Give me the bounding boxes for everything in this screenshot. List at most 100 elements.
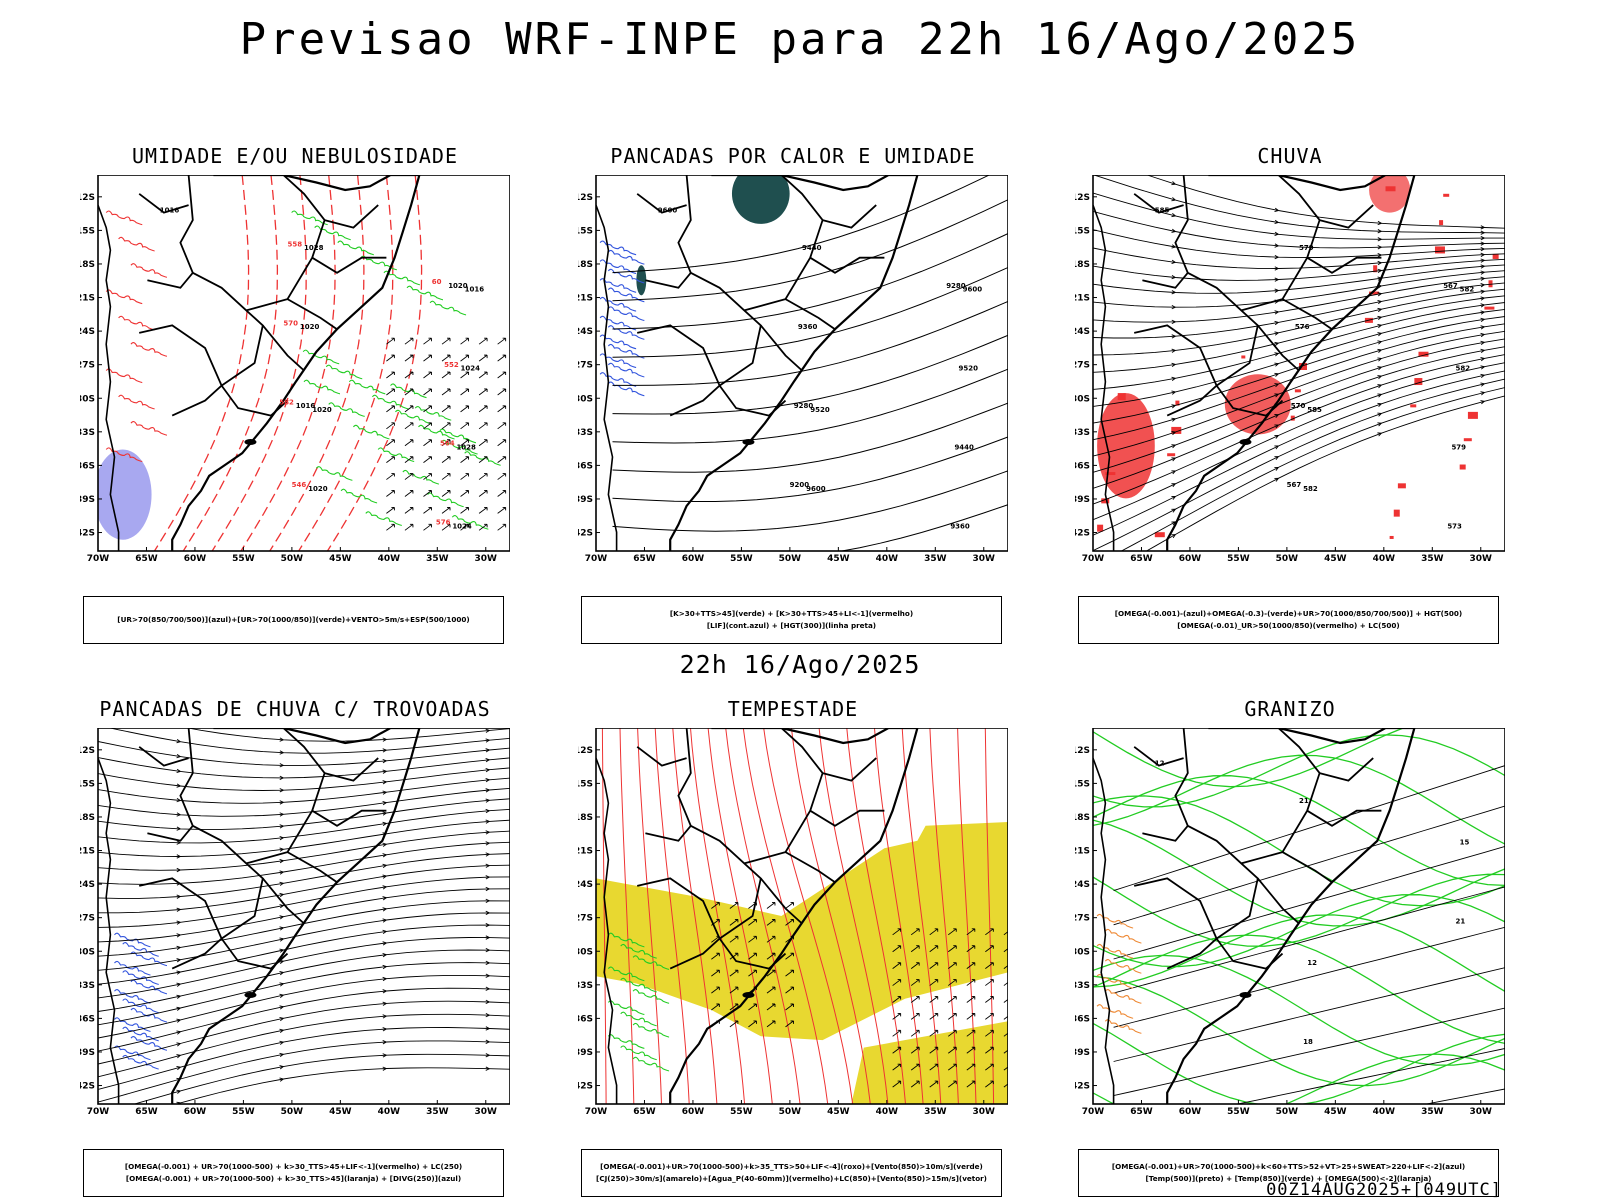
- contour-label: 1016: [160, 207, 180, 215]
- contour-label: 579: [1451, 443, 1466, 451]
- lat-label: 39S: [1075, 1048, 1090, 1058]
- contour-label: 9600: [658, 207, 678, 215]
- lat-label: 15S: [578, 226, 593, 236]
- contour-label: 1024: [452, 522, 472, 530]
- legend-line: [OMEGA(-0.01)_UR>50(1000/850)(vermelho) …: [1177, 621, 1400, 630]
- contour-label: 552: [444, 361, 459, 369]
- lon-label: 55W: [232, 554, 255, 564]
- lat-label: 18S: [578, 260, 593, 270]
- contour-label: 9200: [790, 481, 810, 489]
- lat-label: 30S: [1075, 947, 1090, 957]
- contour-label: 570: [283, 319, 298, 327]
- lon-label: 40W: [378, 554, 401, 564]
- lat-label: 30S: [578, 394, 593, 404]
- lon-label: 35W: [426, 554, 449, 564]
- lon-label: 65W: [1130, 1107, 1153, 1117]
- lat-label: 21S: [1075, 294, 1090, 304]
- contour-label: 567: [1287, 481, 1302, 489]
- contour-label: 9360: [950, 522, 970, 530]
- lat-label: 24S: [578, 327, 593, 337]
- lon-label: 70W: [585, 554, 608, 564]
- lat-label: 21S: [80, 847, 95, 857]
- lat-label: 27S: [578, 361, 593, 371]
- lon-label: 50W: [1276, 1107, 1299, 1117]
- lat-label: 15S: [1075, 779, 1090, 789]
- lon-label: 60W: [1179, 554, 1202, 564]
- panel-title: UMIDADE E/OU NEBULOSIDADE: [131, 144, 459, 168]
- lon-label: 35W: [426, 1107, 449, 1117]
- contour-label: 1024: [461, 365, 481, 373]
- lon-label: 65W: [633, 554, 656, 564]
- lat-label: 39S: [578, 495, 593, 505]
- lat-label: 39S: [80, 1048, 95, 1058]
- panel-granizo: GRANIZO 12 12 15 18 21 21 12S 15S 18S 21S 24S 27S 30S…: [1075, 697, 1505, 1197]
- lon-label: 30W: [973, 1107, 996, 1117]
- legend-line: [OMEGA(-0.001)+UR>70(1000-500)+k<60+TTS>…: [1111, 1162, 1466, 1171]
- lon-label: 65W: [135, 1107, 158, 1117]
- legend-box: [K>30+TTS>45](verde) + [K>30+TTS>45+LI<-…: [581, 596, 1002, 644]
- contour-label: 564: [440, 440, 455, 448]
- panel-title: CHUVA: [1257, 144, 1323, 168]
- lon-label: 60W: [682, 554, 705, 564]
- contour-label: 582: [279, 398, 294, 406]
- contour-label: 1020: [300, 323, 320, 331]
- lat-label: 18S: [80, 813, 95, 823]
- lat-label: 27S: [80, 914, 95, 924]
- panel-pancadas-calor: PANCADAS POR CALOR E UMIDADE 9600 9520 9600…: [578, 144, 1008, 644]
- contour-label: 18: [1303, 1038, 1313, 1046]
- contour-label: 1020: [312, 406, 332, 414]
- lon-label: 45W: [329, 1107, 352, 1117]
- contour-label: 1016: [296, 402, 316, 410]
- lat-label: 15S: [1075, 226, 1090, 236]
- contour-label: 567: [1443, 282, 1458, 290]
- panel-title: PANCADAS DE CHUVA C/ TROVOADAS: [99, 697, 491, 721]
- map-frame: 1016 1020 1016 1020 1024 1028 1028 1020 1024 1016…: [80, 175, 510, 581]
- lat-label: 15S: [578, 779, 593, 789]
- legend-line: [OMEGA(-0.001) + UR>70(1000-500) + k>30_…: [125, 1174, 462, 1183]
- legend-line: [OMEGA(-0.001) + UR>70(1000-500) + k>30_…: [124, 1162, 463, 1171]
- lat-label: 42S: [578, 1082, 593, 1092]
- contour-label: 12: [1155, 760, 1165, 768]
- lat-label: 24S: [80, 880, 95, 890]
- contour-label: 9280: [794, 402, 814, 410]
- legend-box: [OMEGA(-0.001)+UR>70(1000-500)+k<60+TTS>…: [1078, 1149, 1499, 1197]
- lon-label: 70W: [87, 1107, 110, 1117]
- lat-label: 18S: [578, 813, 593, 823]
- contour-label: 585: [1307, 406, 1322, 414]
- legend-line: [OMEGA(-0.001)+UR>70(1000-500)+k>35_TTS>…: [600, 1162, 983, 1171]
- lat-label: 33S: [1075, 428, 1090, 438]
- lon-label: 45W: [1324, 1107, 1347, 1117]
- run-info: 00Z14AUG2025+[049UTC]: [1266, 1180, 1502, 1200]
- legend-box: [OMEGA(-0.001)+UR>70(1000-500)+k>35_TTS>…: [581, 1149, 1002, 1197]
- lon-label: 55W: [730, 1107, 753, 1117]
- legend-line: [CJ(250)>30m/s](amarelo)+[Agua_P(40-60mm…: [596, 1174, 987, 1183]
- lat-label: 30S: [1075, 394, 1090, 404]
- lat-label: 15S: [80, 779, 95, 789]
- lat-label: 27S: [578, 914, 593, 924]
- lon-label: 35W: [924, 554, 947, 564]
- lat-label: 33S: [578, 981, 593, 991]
- map-plot: 9600 9520 9600 9600 9520 9440 9440 9360 9360 9280…: [578, 175, 1008, 564]
- lon-label: 40W: [1373, 1107, 1396, 1117]
- contour-label: 9600: [963, 286, 983, 294]
- contour-label: 9440: [954, 443, 974, 451]
- map-plot: 12 12 15 18 21 21 12S 15S 18S 21S 24S 27S 30S 33S 36S 3…: [1075, 728, 1505, 1117]
- lat-label: 36S: [1075, 461, 1090, 471]
- contour-label: 9280: [946, 282, 966, 290]
- lat-label: 24S: [1075, 327, 1090, 337]
- panel-title: GRANIZO: [1244, 697, 1336, 721]
- map-plot: 12S 15S 18S 21S 24S 27S 30S 33S 36S 39S 42S 70W 65W 6…: [80, 728, 510, 1117]
- lat-label: 21S: [578, 294, 593, 304]
- contour-label: 15: [1460, 839, 1470, 847]
- contour-label: 9520: [959, 365, 979, 373]
- lon-label: 60W: [1179, 1107, 1202, 1117]
- lon-label: 30W: [475, 1107, 498, 1117]
- lon-label: 40W: [378, 1107, 401, 1117]
- lat-label: 39S: [80, 495, 95, 505]
- lon-label: 45W: [827, 1107, 850, 1117]
- lon-label: 55W: [1227, 1107, 1250, 1117]
- legend-line: [LIF](cont.azul) + [HGT(300)](linha pret…: [706, 621, 877, 630]
- lat-label: 18S: [80, 260, 95, 270]
- contour-label: 1028: [456, 443, 476, 451]
- lon-label: 60W: [184, 554, 207, 564]
